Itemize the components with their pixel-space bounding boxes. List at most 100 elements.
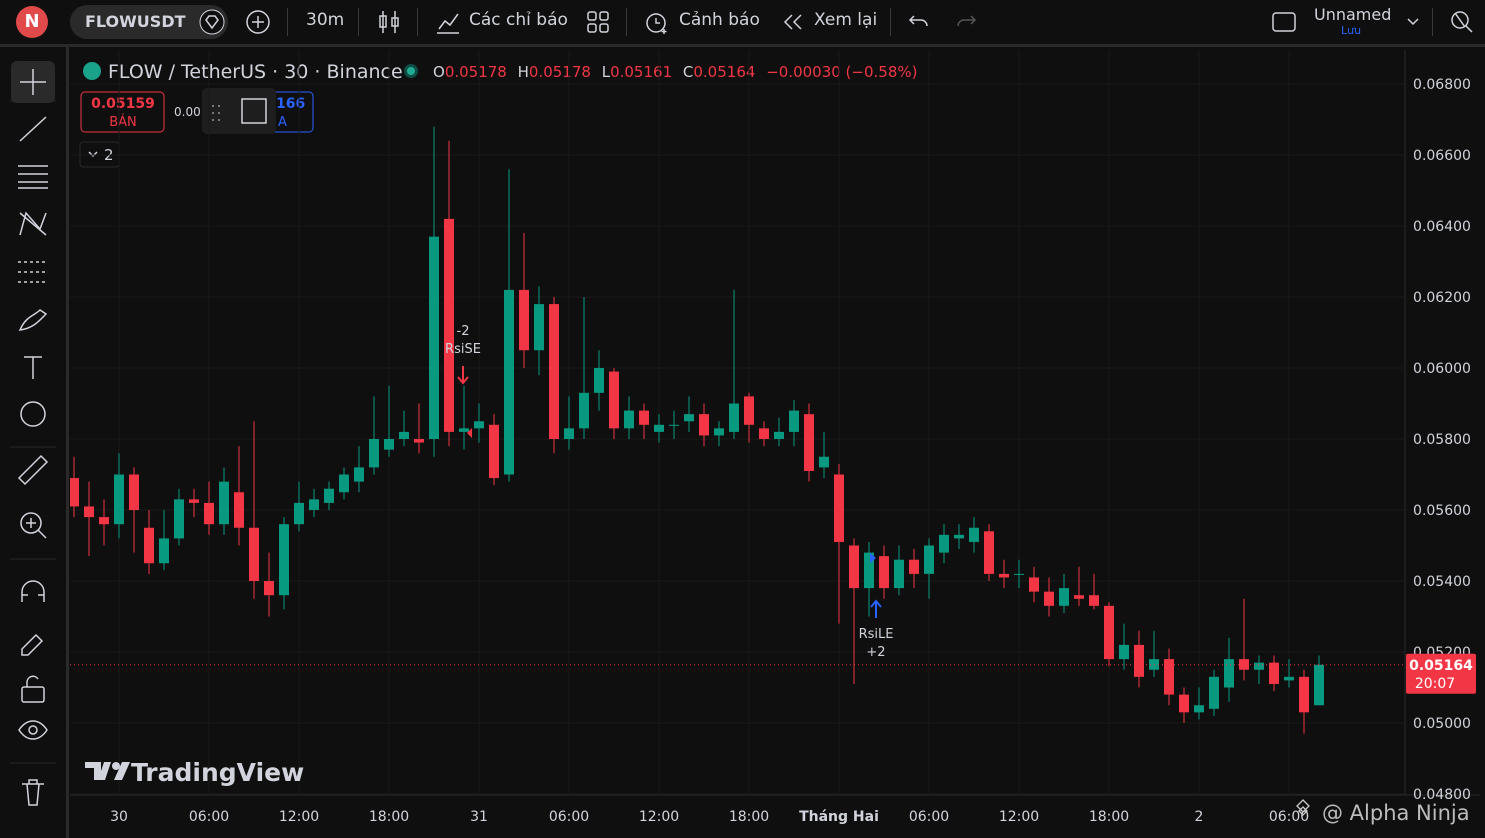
candle-body [1044, 591, 1054, 606]
separator [287, 8, 288, 36]
candle-body [759, 428, 769, 439]
candle-body [1134, 644, 1144, 677]
h-value: 0.05178 [529, 63, 591, 81]
crosshair-icon[interactable] [20, 69, 46, 95]
candle-body [684, 414, 694, 422]
layout-name[interactable]: Unnamed [1314, 5, 1392, 24]
candle-body [1224, 659, 1234, 688]
indicators-button[interactable]: Các chỉ báo [469, 10, 568, 30]
zoom-icon[interactable] [20, 512, 42, 534]
candle-body [579, 392, 589, 429]
candle-body [1299, 676, 1309, 713]
candle-body [1089, 595, 1099, 606]
candle-body [534, 304, 544, 351]
candle-body [1239, 659, 1249, 670]
text-icon[interactable] [24, 356, 42, 379]
lock-icon[interactable] [21, 686, 45, 703]
replay-icon[interactable] [782, 12, 804, 32]
indicators-icon[interactable] [435, 9, 461, 35]
candle-body [474, 421, 484, 429]
quick-search-icon[interactable] [1449, 9, 1475, 35]
candle-body [624, 410, 634, 429]
x-tick-label: 30 [110, 809, 128, 825]
add-symbol-icon[interactable] [245, 9, 271, 35]
select-icon[interactable] [241, 98, 267, 124]
candle-body [294, 502, 304, 525]
floating-toolbar[interactable] [202, 88, 276, 134]
long-tick [870, 553, 876, 563]
fib-icon[interactable] [18, 165, 48, 189]
short-qty: -2 [457, 324, 470, 339]
candle-body [999, 573, 1009, 578]
interval[interactable]: 30m [306, 10, 345, 30]
candle-body [1209, 676, 1219, 709]
chart-background [70, 50, 1480, 838]
candle-body [309, 499, 319, 510]
tv-logo [85, 762, 111, 780]
candle-body [804, 414, 814, 471]
brand: TradingView [131, 758, 304, 787]
trend-line-icon[interactable] [19, 116, 47, 142]
eye-icon[interactable] [18, 720, 48, 740]
long-arrow [870, 599, 882, 618]
brush-icon[interactable] [18, 309, 48, 331]
candle-body [70, 478, 79, 507]
redo-icon[interactable] [955, 12, 977, 32]
countdown: 20:07 [1415, 676, 1455, 692]
save-status: Lưu [1341, 24, 1362, 37]
y-tick-label: 0.05400 [1413, 574, 1471, 590]
pattern-icon[interactable] [19, 211, 47, 236]
candle-body [924, 545, 934, 574]
fullscreen-icon[interactable] [1271, 10, 1297, 34]
forecast-icon[interactable] [18, 261, 48, 283]
y-tick-label: 0.06800 [1413, 77, 1471, 93]
candle-body [459, 428, 469, 432]
sell-price: 0.05159 [91, 96, 155, 112]
ruler-icon[interactable] [17, 454, 49, 486]
y-tick-label: 0.05600 [1413, 503, 1471, 519]
l-value: 0.05161 [610, 63, 672, 81]
candles-icon[interactable] [377, 9, 401, 35]
long-qty: +2 [866, 645, 885, 660]
candle-body [1014, 573, 1024, 575]
candle-body [519, 289, 529, 351]
credit: @ Alpha Ninja [1322, 801, 1470, 825]
candle-body [219, 481, 229, 525]
alert-icon[interactable] [644, 9, 670, 35]
candle-body [984, 531, 994, 574]
emoji-icon[interactable] [20, 401, 46, 427]
undo-icon[interactable] [908, 12, 930, 32]
replay-button[interactable]: Xem lại [814, 10, 878, 30]
alerts-button[interactable]: Cảnh báo [679, 10, 760, 30]
lock-drawing-icon[interactable] [21, 633, 44, 656]
candle-body [99, 517, 109, 525]
candle-body [939, 534, 949, 553]
avatar[interactable]: N [16, 6, 48, 38]
trash-icon[interactable] [22, 779, 44, 806]
magnet-icon[interactable] [21, 580, 45, 602]
short-name: RsiSE [445, 342, 481, 357]
h-label: H [518, 63, 529, 81]
y-tick-label: 0.06200 [1413, 290, 1471, 306]
x-tick-label: 06:00 [189, 809, 229, 825]
separator [1432, 8, 1433, 36]
legend-ohlc: O0.05178 H0.05178 L0.05161 C0.05164 −0.0… [433, 63, 917, 81]
change: −0.00030 (−0.58%) [766, 63, 917, 81]
candle-body [699, 414, 709, 436]
drag-handle[interactable] [212, 105, 220, 121]
candle-body [339, 474, 349, 493]
symbol-search[interactable]: FLOWUSDT [70, 5, 228, 39]
candle-body [654, 424, 664, 432]
candle-body [264, 581, 274, 596]
separator [890, 8, 891, 36]
candle-body [114, 474, 124, 525]
sell-button[interactable] [80, 91, 165, 133]
dropdown-icon[interactable] [1406, 17, 1420, 27]
candle-body [1269, 662, 1279, 684]
buy-price: 166 [276, 96, 305, 112]
layouts-icon[interactable] [586, 10, 610, 34]
candle-body [639, 410, 649, 425]
candle-body [1194, 705, 1204, 713]
l-label: L [602, 63, 611, 81]
candle-body [1254, 662, 1264, 670]
